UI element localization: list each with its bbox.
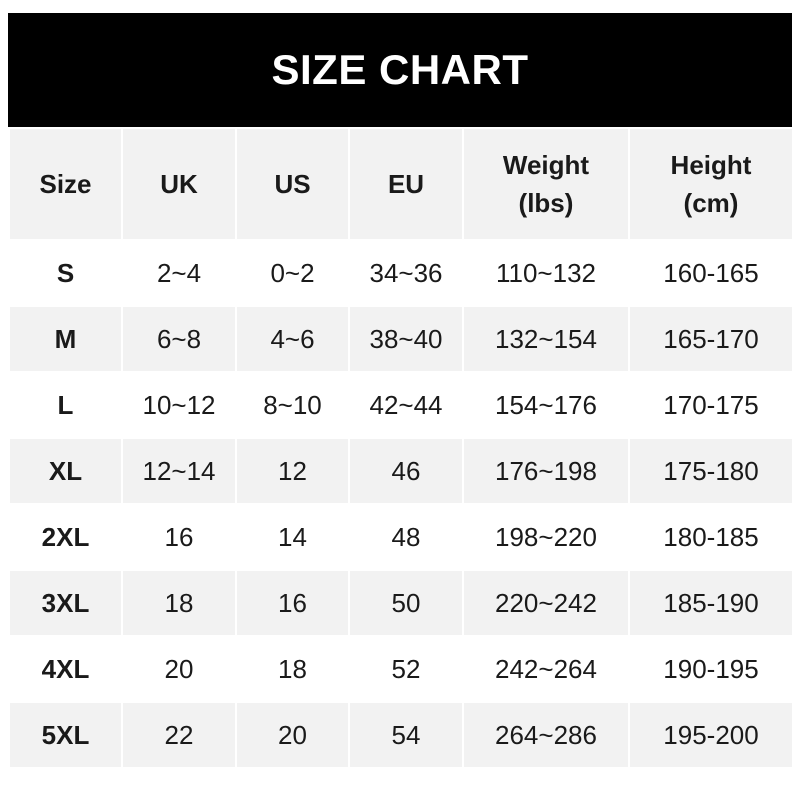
cell-us: 14 bbox=[235, 503, 350, 571]
column-header-weight: Weight (lbs) bbox=[462, 127, 630, 241]
cell-weight: 220~242 bbox=[462, 569, 630, 637]
column-header-label: Size bbox=[39, 169, 92, 199]
column-header-unit: (cm) bbox=[683, 188, 739, 218]
cell-size: 4XL bbox=[8, 635, 123, 703]
cell-eu: 54 bbox=[348, 701, 464, 769]
cell-size: S bbox=[8, 239, 123, 307]
table-row: 2XL 16 14 48 198~220 180-185 bbox=[8, 503, 794, 571]
size-chart-title: SIZE CHART bbox=[8, 13, 792, 127]
cell-weight: 154~176 bbox=[462, 371, 630, 439]
column-header-label: UK bbox=[160, 169, 198, 199]
cell-height: 195-200 bbox=[628, 701, 794, 769]
cell-eu: 38~40 bbox=[348, 305, 464, 373]
cell-us: 18 bbox=[235, 635, 350, 703]
cell-size: 5XL bbox=[8, 701, 123, 769]
cell-height: 165-170 bbox=[628, 305, 794, 373]
table-row: XL 12~14 12 46 176~198 175-180 bbox=[8, 437, 794, 505]
cell-weight: 264~286 bbox=[462, 701, 630, 769]
cell-size: 3XL bbox=[8, 569, 123, 637]
cell-size: M bbox=[8, 305, 123, 373]
cell-uk: 6~8 bbox=[121, 305, 237, 373]
cell-size: 2XL bbox=[8, 503, 123, 571]
cell-height: 160-165 bbox=[628, 239, 794, 307]
cell-uk: 16 bbox=[121, 503, 237, 571]
header-row: Size UK US EU Weight (lbs) Height (cm) bbox=[8, 127, 794, 241]
cell-weight: 242~264 bbox=[462, 635, 630, 703]
cell-height: 175-180 bbox=[628, 437, 794, 505]
cell-height: 185-190 bbox=[628, 569, 794, 637]
cell-weight: 132~154 bbox=[462, 305, 630, 373]
cell-size: XL bbox=[8, 437, 123, 505]
cell-size: L bbox=[8, 371, 123, 439]
cell-uk: 10~12 bbox=[121, 371, 237, 439]
column-header-us: US bbox=[235, 127, 350, 241]
cell-height: 190-195 bbox=[628, 635, 794, 703]
cell-uk: 12~14 bbox=[121, 437, 237, 505]
table-row: M 6~8 4~6 38~40 132~154 165-170 bbox=[8, 305, 794, 373]
cell-us: 8~10 bbox=[235, 371, 350, 439]
column-header-height: Height (cm) bbox=[628, 127, 794, 241]
column-header-uk: UK bbox=[121, 127, 237, 241]
cell-eu: 52 bbox=[348, 635, 464, 703]
table-row: S 2~4 0~2 34~36 110~132 160-165 bbox=[8, 239, 794, 307]
column-header-label: Height bbox=[670, 150, 752, 180]
cell-height: 180-185 bbox=[628, 503, 794, 571]
column-header-size: Size bbox=[8, 127, 123, 241]
column-header-label: EU bbox=[387, 169, 425, 199]
cell-us: 20 bbox=[235, 701, 350, 769]
cell-uk: 18 bbox=[121, 569, 237, 637]
table-row: L 10~12 8~10 42~44 154~176 170-175 bbox=[8, 371, 794, 439]
cell-uk: 2~4 bbox=[121, 239, 237, 307]
column-header-eu: EU bbox=[348, 127, 464, 241]
cell-eu: 34~36 bbox=[348, 239, 464, 307]
table-row: 3XL 18 16 50 220~242 185-190 bbox=[8, 569, 794, 637]
cell-uk: 22 bbox=[121, 701, 237, 769]
cell-height: 170-175 bbox=[628, 371, 794, 439]
column-header-label: Weight bbox=[502, 150, 590, 180]
column-header-unit: (lbs) bbox=[518, 188, 574, 218]
cell-weight: 110~132 bbox=[462, 239, 630, 307]
cell-weight: 176~198 bbox=[462, 437, 630, 505]
table-row: 4XL 20 18 52 242~264 190-195 bbox=[8, 635, 794, 703]
table-row: 5XL 22 20 54 264~286 195-200 bbox=[8, 701, 794, 769]
cell-eu: 46 bbox=[348, 437, 464, 505]
cell-eu: 42~44 bbox=[348, 371, 464, 439]
cell-eu: 50 bbox=[348, 569, 464, 637]
cell-uk: 20 bbox=[121, 635, 237, 703]
cell-us: 16 bbox=[235, 569, 350, 637]
cell-us: 12 bbox=[235, 437, 350, 505]
cell-us: 4~6 bbox=[235, 305, 350, 373]
column-header-label: US bbox=[274, 169, 311, 199]
cell-us: 0~2 bbox=[235, 239, 350, 307]
cell-weight: 198~220 bbox=[462, 503, 630, 571]
size-chart-table: Size UK US EU Weight (lbs) Height (cm) S 2~4 0~2 3… bbox=[8, 127, 794, 769]
cell-eu: 48 bbox=[348, 503, 464, 571]
